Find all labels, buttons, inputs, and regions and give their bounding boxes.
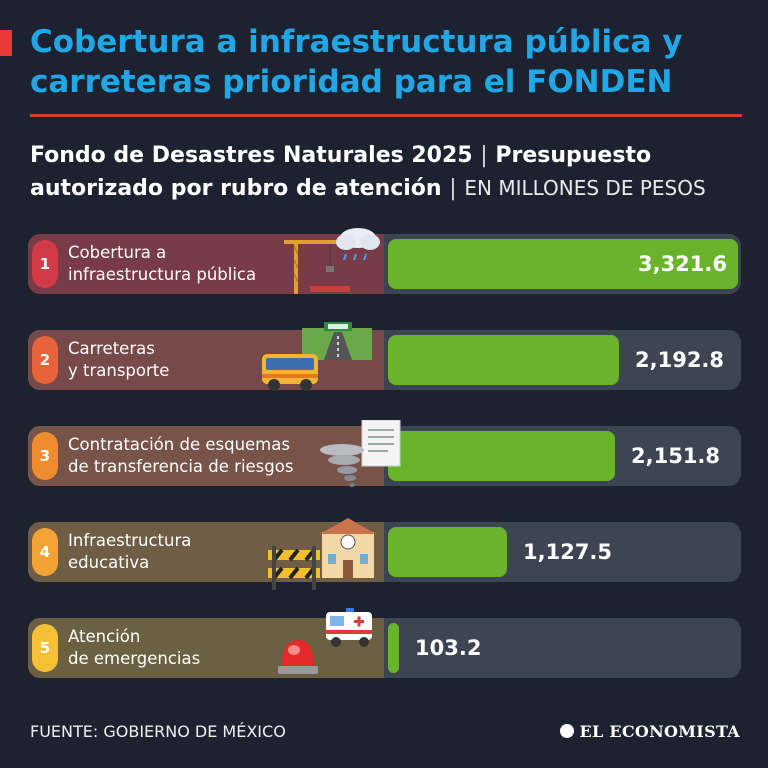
- chart-row-5: 5 Atención de emergencias 103.2: [28, 618, 741, 678]
- subtitle-separator-2: |: [449, 176, 457, 201]
- category-label-line: Contratación de esquemas: [68, 435, 290, 454]
- data-label: 3,321.6: [637, 252, 727, 276]
- subtitle-units: EN MILLONES DE PESOS: [464, 176, 706, 200]
- category-label: Cobertura a infraestructura pública: [68, 242, 358, 286]
- chart-subtitle: Fondo de Desastres Naturales 2025 | Pres…: [30, 140, 760, 205]
- data-label: 1,127.5: [523, 540, 613, 564]
- category-label: Infraestructura educativa: [68, 530, 358, 574]
- brand-dot-icon: [560, 724, 575, 738]
- data-label: 2,151.8: [631, 444, 721, 468]
- category-label: Atención de emergencias: [68, 626, 358, 670]
- category-label-line: infraestructura pública: [68, 265, 257, 284]
- subtitle-measure: Presupuesto autorizado por rubro de aten…: [30, 143, 652, 201]
- category-panel: [28, 426, 384, 486]
- category-label: Contratación de esquemas de transferencia…: [68, 434, 358, 478]
- rank-badge: 4: [32, 528, 58, 576]
- document-tornado-icon: [312, 419, 422, 496]
- category-label: Carreteras y transporte: [68, 338, 358, 382]
- source-note: FUENTE: GOBIERNO DE MÉXICO: [30, 722, 286, 741]
- subtitle-separator-1: |: [480, 143, 488, 168]
- bar: [388, 239, 738, 289]
- data-label: 2,192.8: [635, 348, 725, 372]
- category-label-line: de emergencias: [68, 649, 201, 668]
- category-label-line: Cobertura a: [68, 243, 167, 262]
- category-label-line: Atención: [68, 627, 141, 646]
- title-divider: [30, 114, 742, 117]
- subtitle-main: Fondo de Desastres Naturales 2025: [30, 143, 473, 168]
- page-title: Cobertura a infraestructura pública y ca…: [30, 24, 683, 100]
- crane-storm-icon: [280, 226, 390, 302]
- category-label-line: educativa: [68, 553, 150, 572]
- brand-logo: EL ECONOMISTA: [560, 722, 740, 741]
- bus-highway-icon: [262, 322, 374, 398]
- bar: [388, 431, 615, 481]
- category-label-line: de transferencia de riesgos: [68, 457, 294, 476]
- chart-row-1: 1 Cobertura a infraestructura pública 3,321…: [28, 234, 741, 294]
- data-label: 103.2: [415, 636, 482, 660]
- category-label-line: Infraestructura: [68, 531, 192, 550]
- chart-row-2: 2 Carreteras y transporte 2,192.8: [28, 330, 741, 390]
- school-barrier-icon: [266, 518, 376, 594]
- rank-badge: 2: [32, 336, 58, 384]
- category-label-line: Carreteras: [68, 339, 155, 358]
- ambulance-siren-icon: [278, 608, 388, 684]
- accent-mark: [0, 30, 12, 56]
- rank-badge: 3: [32, 432, 58, 480]
- rank-badge: 1: [32, 240, 58, 288]
- brand-name: EL ECONOMISTA: [579, 722, 740, 741]
- rank-badge: 5: [32, 624, 58, 672]
- bar: [388, 623, 399, 673]
- category-label-line: y transporte: [68, 361, 170, 380]
- bar: [388, 527, 507, 577]
- chart-row-4: 4 Infraestructura educativa 1,127.5: [28, 522, 741, 582]
- bar: [388, 335, 619, 385]
- category-panel: [28, 618, 384, 678]
